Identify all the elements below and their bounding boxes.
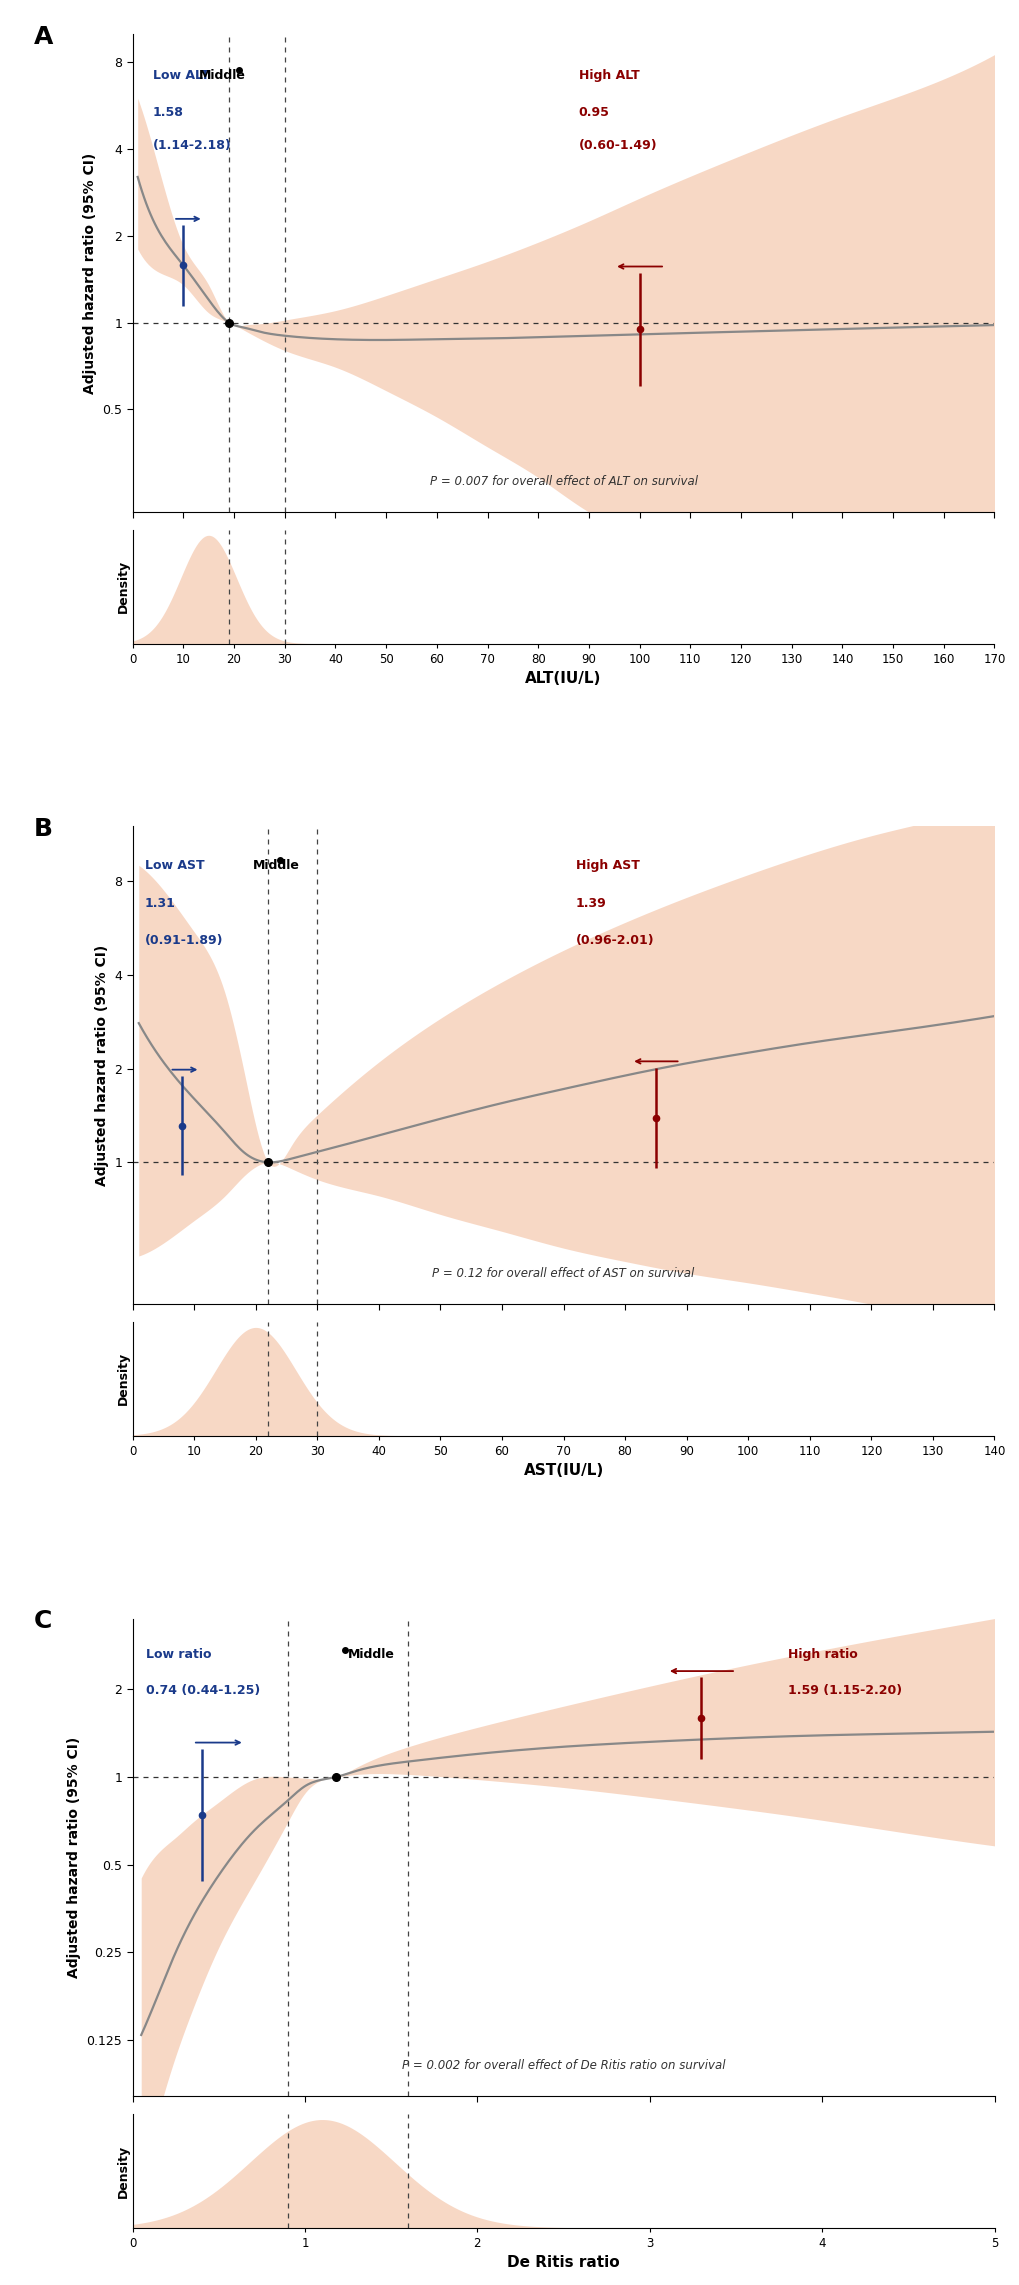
Text: B: B: [34, 816, 52, 841]
Y-axis label: Density: Density: [117, 1353, 129, 1405]
Text: 1.31: 1.31: [145, 898, 175, 909]
Text: P = 0.007 for overall effect of ALT on survival: P = 0.007 for overall effect of ALT on s…: [429, 475, 697, 489]
Text: Low ALT: Low ALT: [153, 69, 209, 82]
Text: C: C: [34, 1609, 52, 1634]
Text: 0.95: 0.95: [578, 105, 609, 119]
X-axis label: De Ritis ratio: De Ritis ratio: [506, 2255, 620, 2271]
Text: High AST: High AST: [576, 859, 639, 873]
Text: High ratio: High ratio: [787, 1647, 857, 1661]
Text: (0.91-1.89): (0.91-1.89): [145, 935, 223, 946]
Text: A: A: [34, 25, 53, 48]
Text: Low AST: Low AST: [145, 859, 205, 873]
Y-axis label: Adjusted hazard ratio (95% CI): Adjusted hazard ratio (95% CI): [83, 153, 97, 393]
Text: Middle: Middle: [199, 69, 246, 82]
Text: Low ratio: Low ratio: [147, 1647, 212, 1661]
Y-axis label: Density: Density: [117, 560, 129, 612]
Text: (0.96-2.01): (0.96-2.01): [576, 935, 654, 946]
Text: 1.39: 1.39: [576, 898, 606, 909]
Y-axis label: Density: Density: [117, 2143, 129, 2198]
Text: Middle: Middle: [253, 859, 300, 873]
Text: High ALT: High ALT: [578, 69, 639, 82]
Y-axis label: Adjusted hazard ratio (95% CI): Adjusted hazard ratio (95% CI): [67, 1737, 81, 1979]
X-axis label: AST(IU/L): AST(IU/L): [523, 1462, 603, 1478]
Text: P = 0.002 for overall effect of De Ritis ratio on survival: P = 0.002 for overall effect of De Ritis…: [401, 2059, 725, 2072]
Text: 1.59 (1.15-2.20): 1.59 (1.15-2.20): [787, 1684, 901, 1698]
Text: 1.58: 1.58: [153, 105, 183, 119]
Text: (0.60-1.49): (0.60-1.49): [578, 139, 656, 153]
Text: P = 0.12 for overall effect of AST on survival: P = 0.12 for overall effect of AST on su…: [432, 1268, 694, 1280]
Y-axis label: Adjusted hazard ratio (95% CI): Adjusted hazard ratio (95% CI): [95, 944, 108, 1186]
Text: Middle: Middle: [347, 1647, 394, 1661]
Text: (1.14-2.18): (1.14-2.18): [153, 139, 231, 153]
Text: 0.74 (0.44-1.25): 0.74 (0.44-1.25): [147, 1684, 261, 1698]
X-axis label: ALT(IU/L): ALT(IU/L): [525, 672, 601, 686]
